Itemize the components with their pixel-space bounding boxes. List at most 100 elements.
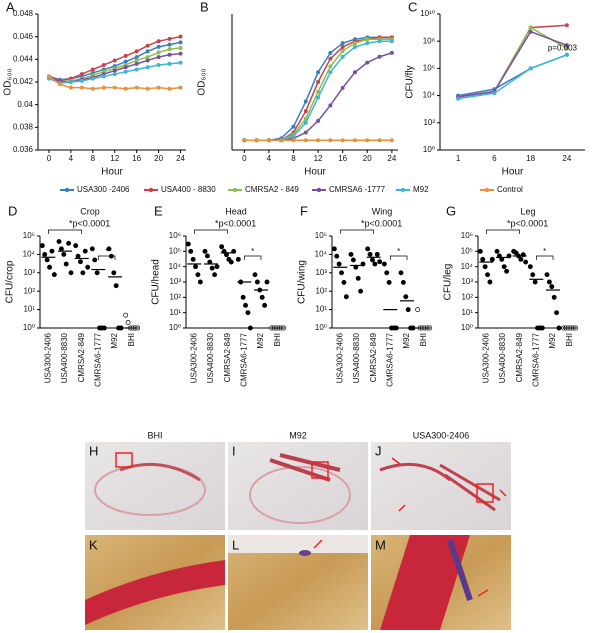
x-tick-label: 0: [47, 154, 52, 163]
data-point: [178, 60, 183, 65]
annotation: p=0.003: [548, 43, 578, 52]
data-point: [494, 248, 500, 254]
data-point: [85, 264, 91, 270]
data-point: [90, 76, 95, 81]
chart-title: Crop: [80, 206, 100, 216]
data-point: [546, 279, 552, 285]
data-point: [101, 325, 107, 331]
data-point: [113, 283, 119, 289]
data-point: [145, 55, 150, 60]
image-title: USA300-2406: [413, 430, 470, 440]
data-point: [259, 294, 265, 300]
data-point: [389, 138, 394, 143]
x-tick-label: CMRSA2-849: [77, 332, 86, 382]
y-axis-label: CFU/leg: [443, 264, 454, 301]
data-point: [405, 307, 411, 313]
data-point: [456, 96, 461, 101]
y-axis-label: CFU/fly: [405, 65, 416, 98]
data-point: [101, 63, 106, 67]
data-point: [564, 52, 569, 57]
data-point: [112, 58, 117, 63]
data-point: [266, 138, 271, 143]
legend-label: USA400 - 8830: [161, 185, 216, 194]
data-point: [167, 61, 172, 66]
data-point: [389, 50, 394, 55]
data-point: [167, 47, 172, 52]
y-tick-label: 0.038: [13, 122, 34, 131]
data-point: [303, 138, 308, 143]
data-point: [197, 279, 203, 285]
image-j: [371, 442, 511, 530]
tissue: [380, 535, 470, 630]
data-point: [556, 325, 562, 331]
data-point: [123, 65, 128, 70]
data-point: [178, 85, 183, 90]
y-tick-label: 10¹: [461, 308, 473, 317]
x-tick-label: 6: [492, 154, 497, 163]
data-point: [178, 34, 183, 39]
legend-swatch: [64, 187, 70, 193]
data-point: [377, 54, 382, 59]
data-point: [178, 51, 183, 56]
data-point: [539, 325, 545, 331]
data-point: [58, 246, 64, 252]
data-point: [365, 138, 370, 143]
data-point: [156, 50, 161, 55]
data-point: [167, 42, 172, 47]
data-point: [61, 251, 67, 257]
data-point: [212, 272, 218, 278]
data-point: [381, 261, 387, 267]
x-tick-label: CMRSA2-849: [223, 332, 232, 382]
data-point: [328, 56, 333, 61]
y-tick-label: 10⁸: [423, 36, 435, 45]
data-point: [94, 270, 100, 276]
data-point: [527, 264, 533, 270]
data-point: [316, 95, 321, 100]
chart-title: Leg: [520, 206, 535, 216]
data-point: [291, 138, 296, 143]
bacteria: [447, 539, 473, 601]
y-axis-label: OD₆₀₀: [197, 68, 208, 95]
series-line: [244, 36, 392, 142]
data-point: [112, 72, 117, 77]
panel-letter: K: [89, 537, 98, 552]
data-point: [134, 85, 139, 90]
annotation: *: [251, 247, 254, 256]
arrow: [477, 589, 489, 597]
data-point: [156, 63, 161, 67]
data-point: [245, 310, 251, 316]
x-tick-label: BHI: [127, 333, 136, 346]
data-point: [355, 275, 361, 281]
data-point: [112, 68, 117, 73]
data-point: [501, 264, 507, 270]
series-line: [458, 54, 568, 100]
data-point: [480, 256, 486, 262]
y-tick-label: 10³: [169, 277, 181, 286]
x-tick-label: BHI: [565, 333, 574, 346]
panel-letter: E: [154, 203, 163, 218]
data-point: [303, 130, 308, 135]
bracket: [389, 255, 408, 260]
legend-swatch: [148, 187, 154, 193]
x-tick-label: USA400-8830: [206, 332, 215, 383]
y-tick-label: 10⁰: [461, 323, 473, 332]
data-point: [348, 251, 354, 257]
data-point: [551, 294, 557, 300]
y-tick-label: 10⁰: [23, 323, 35, 332]
data-point: [78, 259, 83, 265]
x-tick-label: 0: [242, 154, 247, 163]
annotation: *p<0.0001: [507, 218, 548, 228]
data-point: [350, 257, 356, 263]
data-point: [90, 67, 95, 72]
data-point: [56, 239, 62, 244]
data-point: [178, 46, 183, 50]
data-point: [106, 246, 112, 252]
data-point: [195, 272, 201, 278]
data-point: [101, 74, 106, 79]
inset-box: [115, 452, 133, 468]
data-point: [303, 109, 308, 114]
panel-letter: L: [232, 537, 239, 552]
x-tick-label: 24: [387, 154, 396, 163]
panel-letter: H: [89, 443, 98, 458]
annotation: *: [105, 247, 108, 256]
